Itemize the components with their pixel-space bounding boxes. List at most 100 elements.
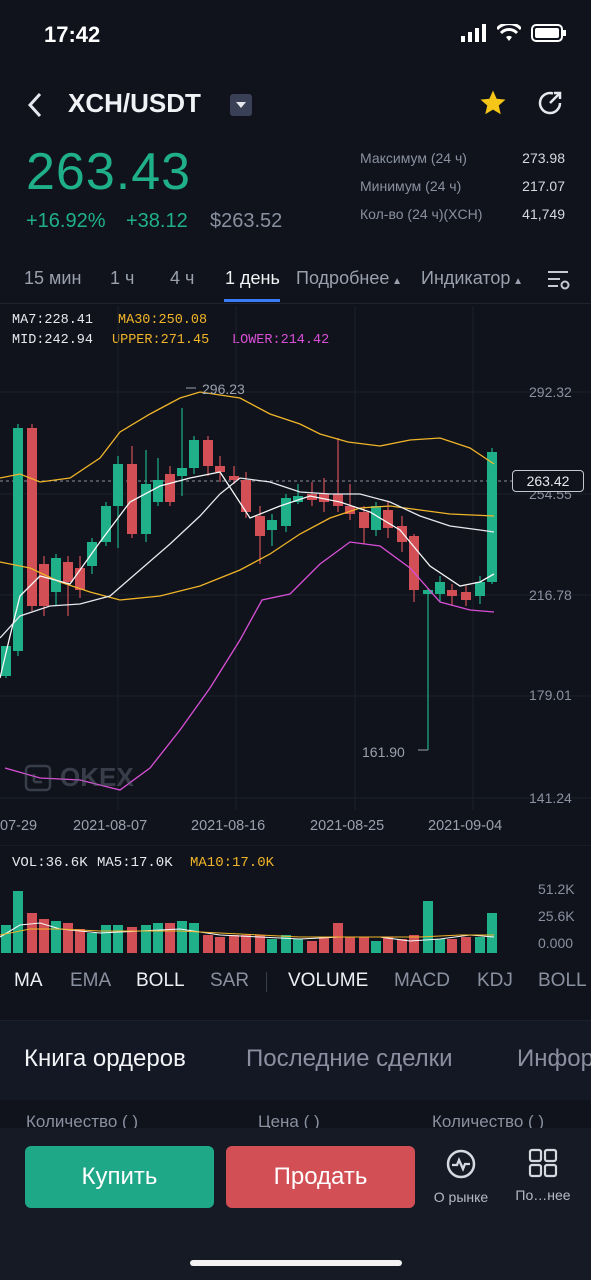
- status-icons: [461, 24, 567, 42]
- home-indicator: [190, 1260, 402, 1266]
- candle-body: [435, 582, 445, 594]
- volume-bar: [63, 923, 73, 953]
- star-icon[interactable]: [478, 88, 508, 118]
- candle-body: [423, 590, 433, 594]
- date-label: 2021-08-07: [73, 818, 148, 834]
- volume-bar: [255, 935, 265, 953]
- okex-watermark: OKEX: [24, 762, 134, 793]
- boll-mid-value: MID:242.94: [12, 333, 94, 348]
- candle-body: [215, 466, 225, 472]
- ind-tab-sar[interactable]: SAR: [210, 970, 250, 991]
- volume-bar: [27, 913, 37, 953]
- volume-chart[interactable]: [0, 845, 591, 960]
- boll-lower-value: LOWER:214.42: [232, 333, 330, 348]
- volume-bar: [113, 925, 123, 953]
- price-axis-label: 179.01: [529, 687, 572, 703]
- candle-body: [177, 468, 187, 476]
- pair-title[interactable]: XCH/USDT: [68, 88, 201, 118]
- high-label: 296.23: [202, 381, 245, 397]
- ind-tab-kdj[interactable]: KDJ: [477, 970, 513, 991]
- volume-bar: [359, 937, 369, 953]
- candlestick-chart[interactable]: [0, 306, 591, 810]
- candle-body: [319, 494, 329, 502]
- sell-button[interactable]: Продать: [226, 1146, 415, 1208]
- more-button[interactable]: По…нее: [508, 1148, 578, 1203]
- volume-bar: [345, 937, 355, 953]
- buy-button[interactable]: Купить: [25, 1146, 214, 1208]
- pair-dropdown-button[interactable]: [230, 94, 252, 116]
- ind-tab-macd[interactable]: MACD: [394, 970, 450, 991]
- chart-settings-icon[interactable]: [546, 268, 570, 292]
- indicator-tabs: MA EMA BOLL SAR VOLUME MACD KDJ BOLL: [0, 962, 591, 1002]
- volume-bar: [13, 891, 23, 953]
- tab-order-book[interactable]: Книга ордеров: [24, 1045, 186, 1072]
- column-header-price: Цена ( ): [258, 1112, 320, 1131]
- ind-tab-boll[interactable]: BOLL: [136, 970, 185, 991]
- tab-recent-trades[interactable]: Последние сделки: [246, 1045, 453, 1072]
- ind-tab-ema[interactable]: EMA: [70, 970, 112, 991]
- candle-body: [229, 476, 239, 480]
- volume-bar: [51, 921, 61, 953]
- tab-15m[interactable]: 15 мин: [24, 268, 82, 288]
- boll-mid-line: [0, 477, 495, 639]
- order-book-tabs: Книга ордеров Последние сделки Инфор: [0, 1020, 591, 1100]
- vol-value: VOL:36.6K: [12, 855, 88, 871]
- ma7-line: [0, 471, 495, 679]
- candle-body: [113, 464, 123, 506]
- candle-body: [13, 428, 23, 651]
- candle-body: [371, 506, 381, 530]
- price-axis-label: 141.24: [529, 790, 572, 806]
- watermark-text: OKEX: [60, 762, 134, 792]
- date-label: 2021-08-16: [191, 818, 266, 834]
- vol-ma5-value: MA5:17.0K: [97, 855, 173, 871]
- vol-axis-label: 0.000: [538, 935, 574, 951]
- volume-bar: [39, 919, 49, 953]
- tab-more[interactable]: Подробнее ▲: [296, 268, 402, 289]
- stat-high-value: 273.98: [522, 150, 565, 166]
- candle-body: [127, 464, 137, 534]
- volume-bar: [127, 927, 137, 953]
- volume-bar: [215, 937, 225, 953]
- tab-info[interactable]: Инфор: [517, 1045, 591, 1072]
- boll-upper-line: [0, 391, 495, 483]
- date-label: 07-29: [0, 818, 38, 834]
- candle-body: [27, 428, 37, 606]
- date-label: 2021-08-25: [310, 818, 385, 834]
- volume-bar: [461, 937, 471, 953]
- candle-body: [461, 592, 471, 600]
- column-header-amount: Количество ( ): [26, 1112, 139, 1131]
- candle-body: [475, 582, 485, 596]
- volume-bar: [267, 939, 277, 953]
- grid-icon: [528, 1148, 558, 1178]
- tab-4h[interactable]: 4 ч: [170, 268, 195, 288]
- timeframe-tabs: 15 мин 1 ч 4 ч 1 день Подробнее ▲ Индика…: [0, 262, 591, 304]
- back-chevron-icon[interactable]: [24, 88, 50, 122]
- ind-tab-volume[interactable]: VOLUME: [288, 970, 369, 991]
- tab-1d[interactable]: 1 день: [225, 268, 280, 288]
- volume-bar: [101, 925, 111, 953]
- ma7-value: MA7:228.41: [12, 313, 94, 328]
- candle-body: [75, 568, 85, 590]
- market-info-button[interactable]: О рынке: [428, 1148, 494, 1205]
- candle-body: [293, 496, 303, 502]
- last-price: 263.43: [26, 143, 192, 201]
- candle-body: [267, 520, 277, 530]
- candle-body: [383, 510, 393, 528]
- active-tab-underline: [224, 299, 280, 302]
- tab-1h[interactable]: 1 ч: [110, 268, 135, 288]
- stat-high-label: Максимум (24 ч): [360, 150, 467, 166]
- vol-axis-label: 25.6K: [538, 908, 575, 924]
- stat-low-label: Минимум (24 ч): [360, 178, 462, 194]
- ind-tab-ma[interactable]: MA: [14, 970, 43, 991]
- tab-indicator-label: Индикатор: [421, 268, 511, 288]
- wifi-icon: [497, 24, 521, 41]
- stat-low-value: 217.07: [522, 178, 565, 194]
- date-label: 2021-09-04: [428, 818, 503, 834]
- volume-bar: [409, 935, 419, 953]
- share-icon[interactable]: [535, 88, 565, 118]
- volume-bar: [177, 921, 187, 953]
- vol-ma10-line: [0, 928, 494, 938]
- candle-body: [203, 440, 213, 466]
- ind-tab-boll-sub[interactable]: BOLL: [538, 970, 587, 991]
- tab-indicator[interactable]: Индикатор ▲: [421, 268, 523, 289]
